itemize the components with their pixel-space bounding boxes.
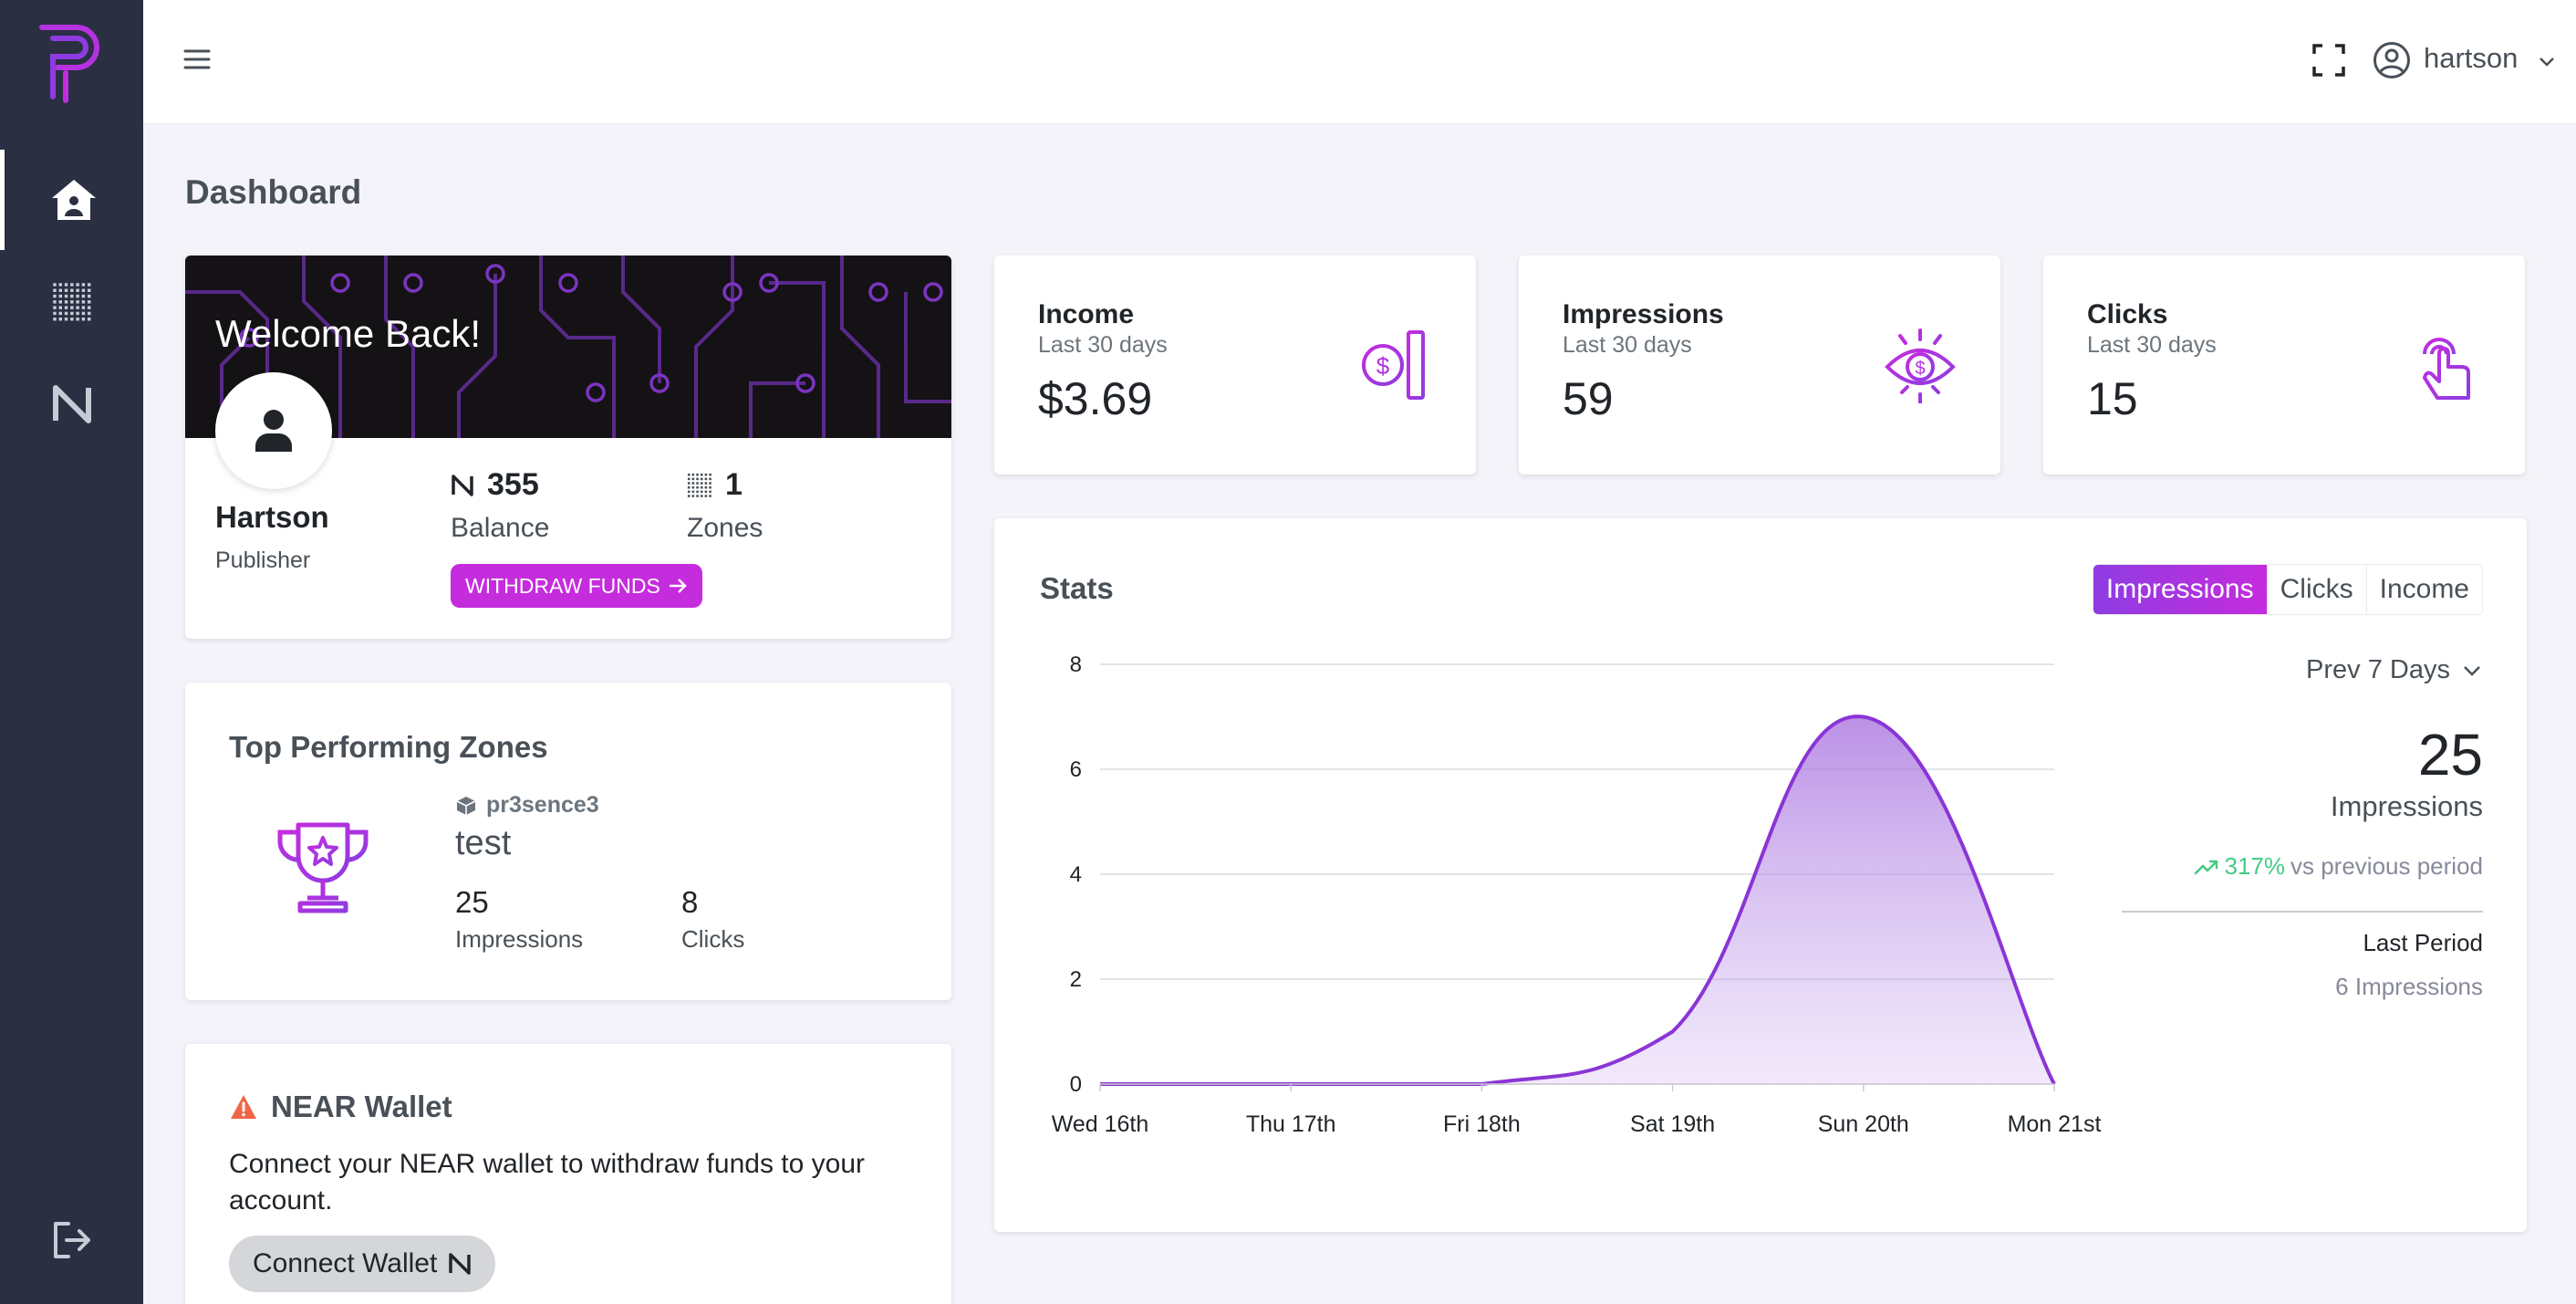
near-icon — [452, 474, 473, 496]
zones-label: Zones — [687, 513, 763, 543]
welcome-card: Welcome Back! Hartson Publisher 355 Bala… — [185, 256, 951, 639]
chevron-down-icon — [2464, 665, 2480, 676]
stats-tabs: Impressions Clicks Income — [2092, 564, 2483, 615]
top-zones-card: Top Performing Zones pr3sence3 test 25 I… — [185, 683, 951, 1000]
kpi-title: Clicks — [2087, 299, 2168, 329]
zones-grid-icon — [52, 283, 90, 321]
impressions-card: Impressions Last 30 days 59 $ — [1519, 256, 2000, 475]
user-menu[interactable]: hartson — [2424, 42, 2519, 74]
zone-owner: pr3sence3 — [455, 792, 599, 819]
y-tick-label: 8 — [1070, 652, 1082, 677]
sidebar — [0, 0, 143, 1304]
period-dropdown[interactable]: Prev 7 Days — [2306, 655, 2483, 685]
y-tick-label: 6 — [1070, 757, 1082, 782]
balance-label: Balance — [451, 513, 550, 543]
hamburger-menu-icon[interactable] — [183, 46, 211, 73]
series-area — [1100, 716, 2054, 1084]
user-avatar-icon[interactable] — [2373, 41, 2411, 79]
sidebar-item-near[interactable] — [0, 354, 143, 454]
income-card: Income Last 30 days $3.69 $ — [994, 256, 1476, 475]
tap-icon — [2423, 338, 2470, 400]
kpi-value: 59 — [1563, 373, 1614, 424]
trend-indicator: 317% vs previous period — [2194, 852, 2483, 881]
kpi-subtitle: Last 30 days — [2087, 332, 2217, 358]
x-tick-label: Fri 18th — [1443, 1111, 1521, 1137]
balance-value: 355 — [451, 467, 539, 503]
withdraw-funds-button[interactable]: WITHDRAW FUNDS — [451, 564, 702, 608]
sidebar-item-home[interactable] — [0, 150, 143, 250]
wallet-text: Connect your NEAR wallet to withdraw fun… — [229, 1149, 865, 1215]
tab-income[interactable]: Income — [2366, 565, 2482, 614]
svg-text:$: $ — [1376, 352, 1390, 380]
zones-grid-icon — [687, 473, 712, 497]
zones-title: Top Performing Zones — [229, 730, 548, 764]
page-title: Dashboard — [185, 173, 362, 211]
warning-icon — [231, 1095, 256, 1119]
y-tick-label: 2 — [1070, 967, 1082, 992]
zone-clicks-label: Clicks — [681, 925, 745, 953]
profile-role: Publisher — [215, 548, 311, 573]
near-icon — [52, 385, 91, 423]
kpi-subtitle: Last 30 days — [1563, 332, 1692, 358]
x-tick-label: Thu 17th — [1246, 1111, 1336, 1137]
zone-impressions-value: 25 — [455, 885, 489, 919]
zones-value: 1 — [687, 467, 743, 503]
avatar[interactable] — [215, 372, 332, 489]
welcome-title: Welcome Back! — [215, 312, 481, 355]
near-icon — [449, 1253, 472, 1275]
sidebar-item-zones[interactable] — [0, 252, 143, 352]
fullscreen-icon[interactable] — [2311, 43, 2346, 78]
zone-name[interactable]: test — [455, 824, 512, 862]
connect-wallet-button[interactable]: Connect Wallet — [229, 1236, 496, 1292]
zone-clicks-value: 8 — [681, 885, 699, 919]
near-wallet-card: NEAR Wallet Connect your NEAR wallet to … — [185, 1044, 951, 1304]
x-tick-label: Sat 19th — [1630, 1111, 1715, 1137]
x-tick-label: Mon 21st — [2008, 1111, 2102, 1137]
eye-dollar-icon: $ — [1885, 329, 1956, 403]
wallet-title: NEAR Wallet — [229, 1090, 452, 1124]
tab-clicks[interactable]: Clicks — [2267, 565, 2367, 614]
zone-impressions-label: Impressions — [455, 925, 584, 953]
kpi-subtitle: Last 30 days — [1038, 332, 1168, 358]
x-tick-label: Sun 20th — [1818, 1111, 1909, 1137]
kpi-title: Income — [1038, 299, 1135, 329]
svg-text:$: $ — [1915, 359, 1925, 379]
kpi-title: Impressions — [1563, 299, 1724, 329]
box-icon — [456, 796, 476, 815]
user-silhouette-icon — [255, 410, 292, 452]
logout-icon — [53, 1222, 90, 1258]
income-icon: $ — [1362, 330, 1425, 400]
trending-up-icon — [2194, 860, 2218, 874]
profile-name: Hartson — [215, 500, 329, 534]
total-label: Impressions — [2330, 790, 2483, 822]
clicks-card: Clicks Last 30 days 15 — [2043, 256, 2525, 475]
divider — [2122, 911, 2483, 913]
y-tick-label: 4 — [1070, 862, 1082, 887]
home-icon — [52, 180, 96, 220]
total-value: 25 — [2417, 722, 2483, 788]
kpi-value: $3.69 — [1038, 373, 1153, 424]
x-tick-label: Wed 16th — [1052, 1111, 1149, 1137]
stats-card: Stats Impressions Clicks Income 0 2 4 6 8 Wed… — [994, 518, 2527, 1232]
stats-title: Stats — [1040, 571, 1114, 605]
last-period-label: Last Period — [2363, 929, 2483, 956]
last-period-value: 6 Impressions — [2335, 973, 2483, 1000]
logout-button[interactable] — [0, 1190, 143, 1290]
y-tick-label: 0 — [1070, 1072, 1082, 1097]
logo-icon[interactable] — [35, 20, 109, 104]
trophy-icon — [277, 822, 369, 913]
chevron-down-icon[interactable] — [2537, 51, 2557, 71]
kpi-value: 15 — [2087, 373, 2138, 424]
tab-impressions[interactable]: Impressions — [2093, 565, 2268, 614]
top-bar: hartson — [143, 0, 2576, 124]
arrow-right-icon — [669, 579, 687, 593]
impressions-area-chart: 0 2 4 6 8 Wed 16th Thu 17th Fri 18th Sat 19th Sun… — [1052, 652, 2102, 1137]
